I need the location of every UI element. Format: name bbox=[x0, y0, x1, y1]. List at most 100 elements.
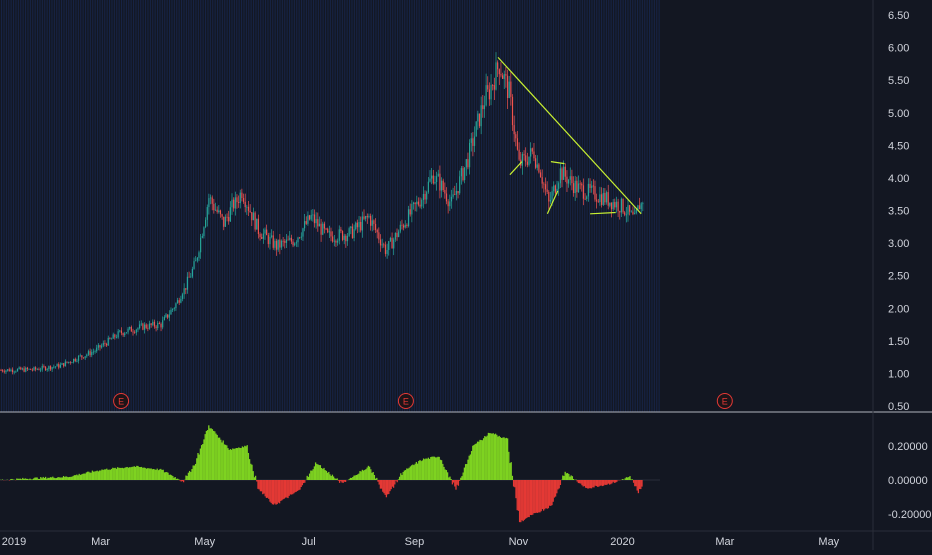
candle-body bbox=[99, 345, 101, 348]
volume-stripe bbox=[644, 0, 646, 412]
trendline[interactable] bbox=[509, 161, 523, 176]
candle-body bbox=[610, 202, 613, 210]
earnings-marker[interactable]: E bbox=[397, 393, 414, 409]
candle-body bbox=[196, 257, 198, 261]
candle-body bbox=[7, 369, 9, 371]
volume-stripe bbox=[257, 0, 259, 412]
volume-stripe bbox=[176, 0, 178, 412]
candle-body bbox=[139, 324, 141, 329]
volume-stripe bbox=[656, 0, 658, 412]
volume-stripe bbox=[37, 0, 39, 412]
candle-body bbox=[252, 212, 255, 221]
candle-body bbox=[599, 194, 601, 203]
earnings-marker[interactable]: E bbox=[113, 393, 130, 409]
volume-stripe bbox=[135, 0, 137, 412]
candle-body bbox=[318, 223, 321, 227]
trendline[interactable] bbox=[550, 161, 565, 165]
trendline[interactable] bbox=[546, 190, 559, 215]
volume-stripe bbox=[137, 0, 139, 412]
trendline[interactable] bbox=[590, 211, 616, 215]
volume-stripe bbox=[8, 0, 10, 412]
time-tick-label: Mar bbox=[91, 536, 110, 548]
candle-body bbox=[238, 202, 240, 204]
candle-body bbox=[269, 236, 271, 245]
candle-body bbox=[497, 62, 499, 70]
volume-stripe bbox=[274, 0, 276, 412]
candle-body bbox=[563, 166, 565, 180]
volume-stripe bbox=[423, 0, 425, 412]
volume-stripe bbox=[569, 0, 571, 412]
candle-body bbox=[490, 85, 492, 100]
candle-body bbox=[234, 197, 236, 209]
candle-body bbox=[502, 75, 504, 79]
time-axis[interactable]: 2019 Mar May Jul Sep Nov 2020 Mar May bbox=[2, 536, 840, 548]
candle-body bbox=[315, 219, 317, 224]
volume-stripe bbox=[581, 0, 583, 412]
volume-stripe bbox=[356, 0, 358, 412]
volume-stripe bbox=[567, 0, 569, 412]
volume-stripe bbox=[603, 0, 605, 412]
candle-body bbox=[332, 236, 334, 242]
candle-body bbox=[112, 334, 114, 339]
candle-body bbox=[427, 181, 429, 193]
volume-stripe bbox=[149, 0, 151, 412]
volume-stripe bbox=[543, 0, 545, 412]
candle-body bbox=[584, 198, 586, 200]
volume-stripe bbox=[207, 0, 209, 412]
candle-body bbox=[366, 216, 368, 218]
trendline[interactable] bbox=[497, 56, 642, 215]
price-tick-label: 0.50 bbox=[888, 401, 909, 413]
volume-stripe bbox=[353, 0, 355, 412]
candle-body bbox=[287, 239, 289, 241]
candle-body bbox=[526, 161, 528, 165]
volume-stripe bbox=[401, 0, 403, 412]
candle-body bbox=[170, 309, 172, 315]
candle-body bbox=[216, 209, 218, 213]
volume-stripe bbox=[3, 0, 5, 412]
candle-body bbox=[478, 113, 481, 127]
candle-body bbox=[473, 136, 476, 146]
volume-stripe bbox=[363, 0, 365, 412]
volume-stripe bbox=[190, 0, 192, 412]
candle-body bbox=[107, 337, 109, 346]
volume-stripe bbox=[437, 0, 439, 412]
earnings-marker[interactable]: E bbox=[716, 393, 733, 409]
candle-body bbox=[587, 183, 589, 197]
candle-body bbox=[275, 240, 278, 250]
volume-stripe bbox=[298, 0, 300, 412]
volume-stripe bbox=[313, 0, 315, 412]
candle-body bbox=[97, 345, 99, 348]
oscillator-axis[interactable]: 0.20000 0.00000 -0.20000 bbox=[888, 441, 931, 521]
candle-body bbox=[386, 250, 388, 254]
candle-body bbox=[350, 226, 352, 229]
oscillator-tick-label: -0.20000 bbox=[888, 509, 931, 521]
candle-body bbox=[28, 368, 30, 370]
volume-stripe bbox=[521, 0, 523, 412]
candle-body bbox=[322, 223, 324, 235]
candle-body bbox=[195, 260, 197, 262]
volume-stripe bbox=[632, 0, 634, 412]
candle-body bbox=[516, 138, 519, 150]
candle-body bbox=[191, 268, 193, 277]
candle-body bbox=[637, 205, 639, 210]
candle-body bbox=[551, 191, 553, 200]
candle-body bbox=[297, 237, 299, 243]
candle-body bbox=[506, 75, 509, 98]
volume-stripe bbox=[99, 0, 101, 412]
volume-stripe bbox=[104, 0, 106, 412]
trendlines[interactable] bbox=[497, 56, 642, 215]
price-axis[interactable]: 6.50 6.00 5.50 5.00 4.50 4.00 3.50 3.00 2.50 2.00… bbox=[888, 10, 909, 413]
candle-body bbox=[158, 322, 160, 324]
volume-stripe bbox=[1, 0, 3, 412]
candle-body bbox=[160, 323, 162, 328]
volume-stripe bbox=[514, 0, 516, 412]
candle-body bbox=[483, 105, 486, 110]
candle-body bbox=[383, 244, 385, 246]
candle-body bbox=[624, 212, 626, 215]
candle-body bbox=[167, 314, 169, 318]
volume-stripe bbox=[339, 0, 341, 412]
volume-stripe bbox=[22, 0, 24, 412]
candle-body bbox=[282, 240, 284, 242]
volume-stripe bbox=[341, 0, 343, 412]
